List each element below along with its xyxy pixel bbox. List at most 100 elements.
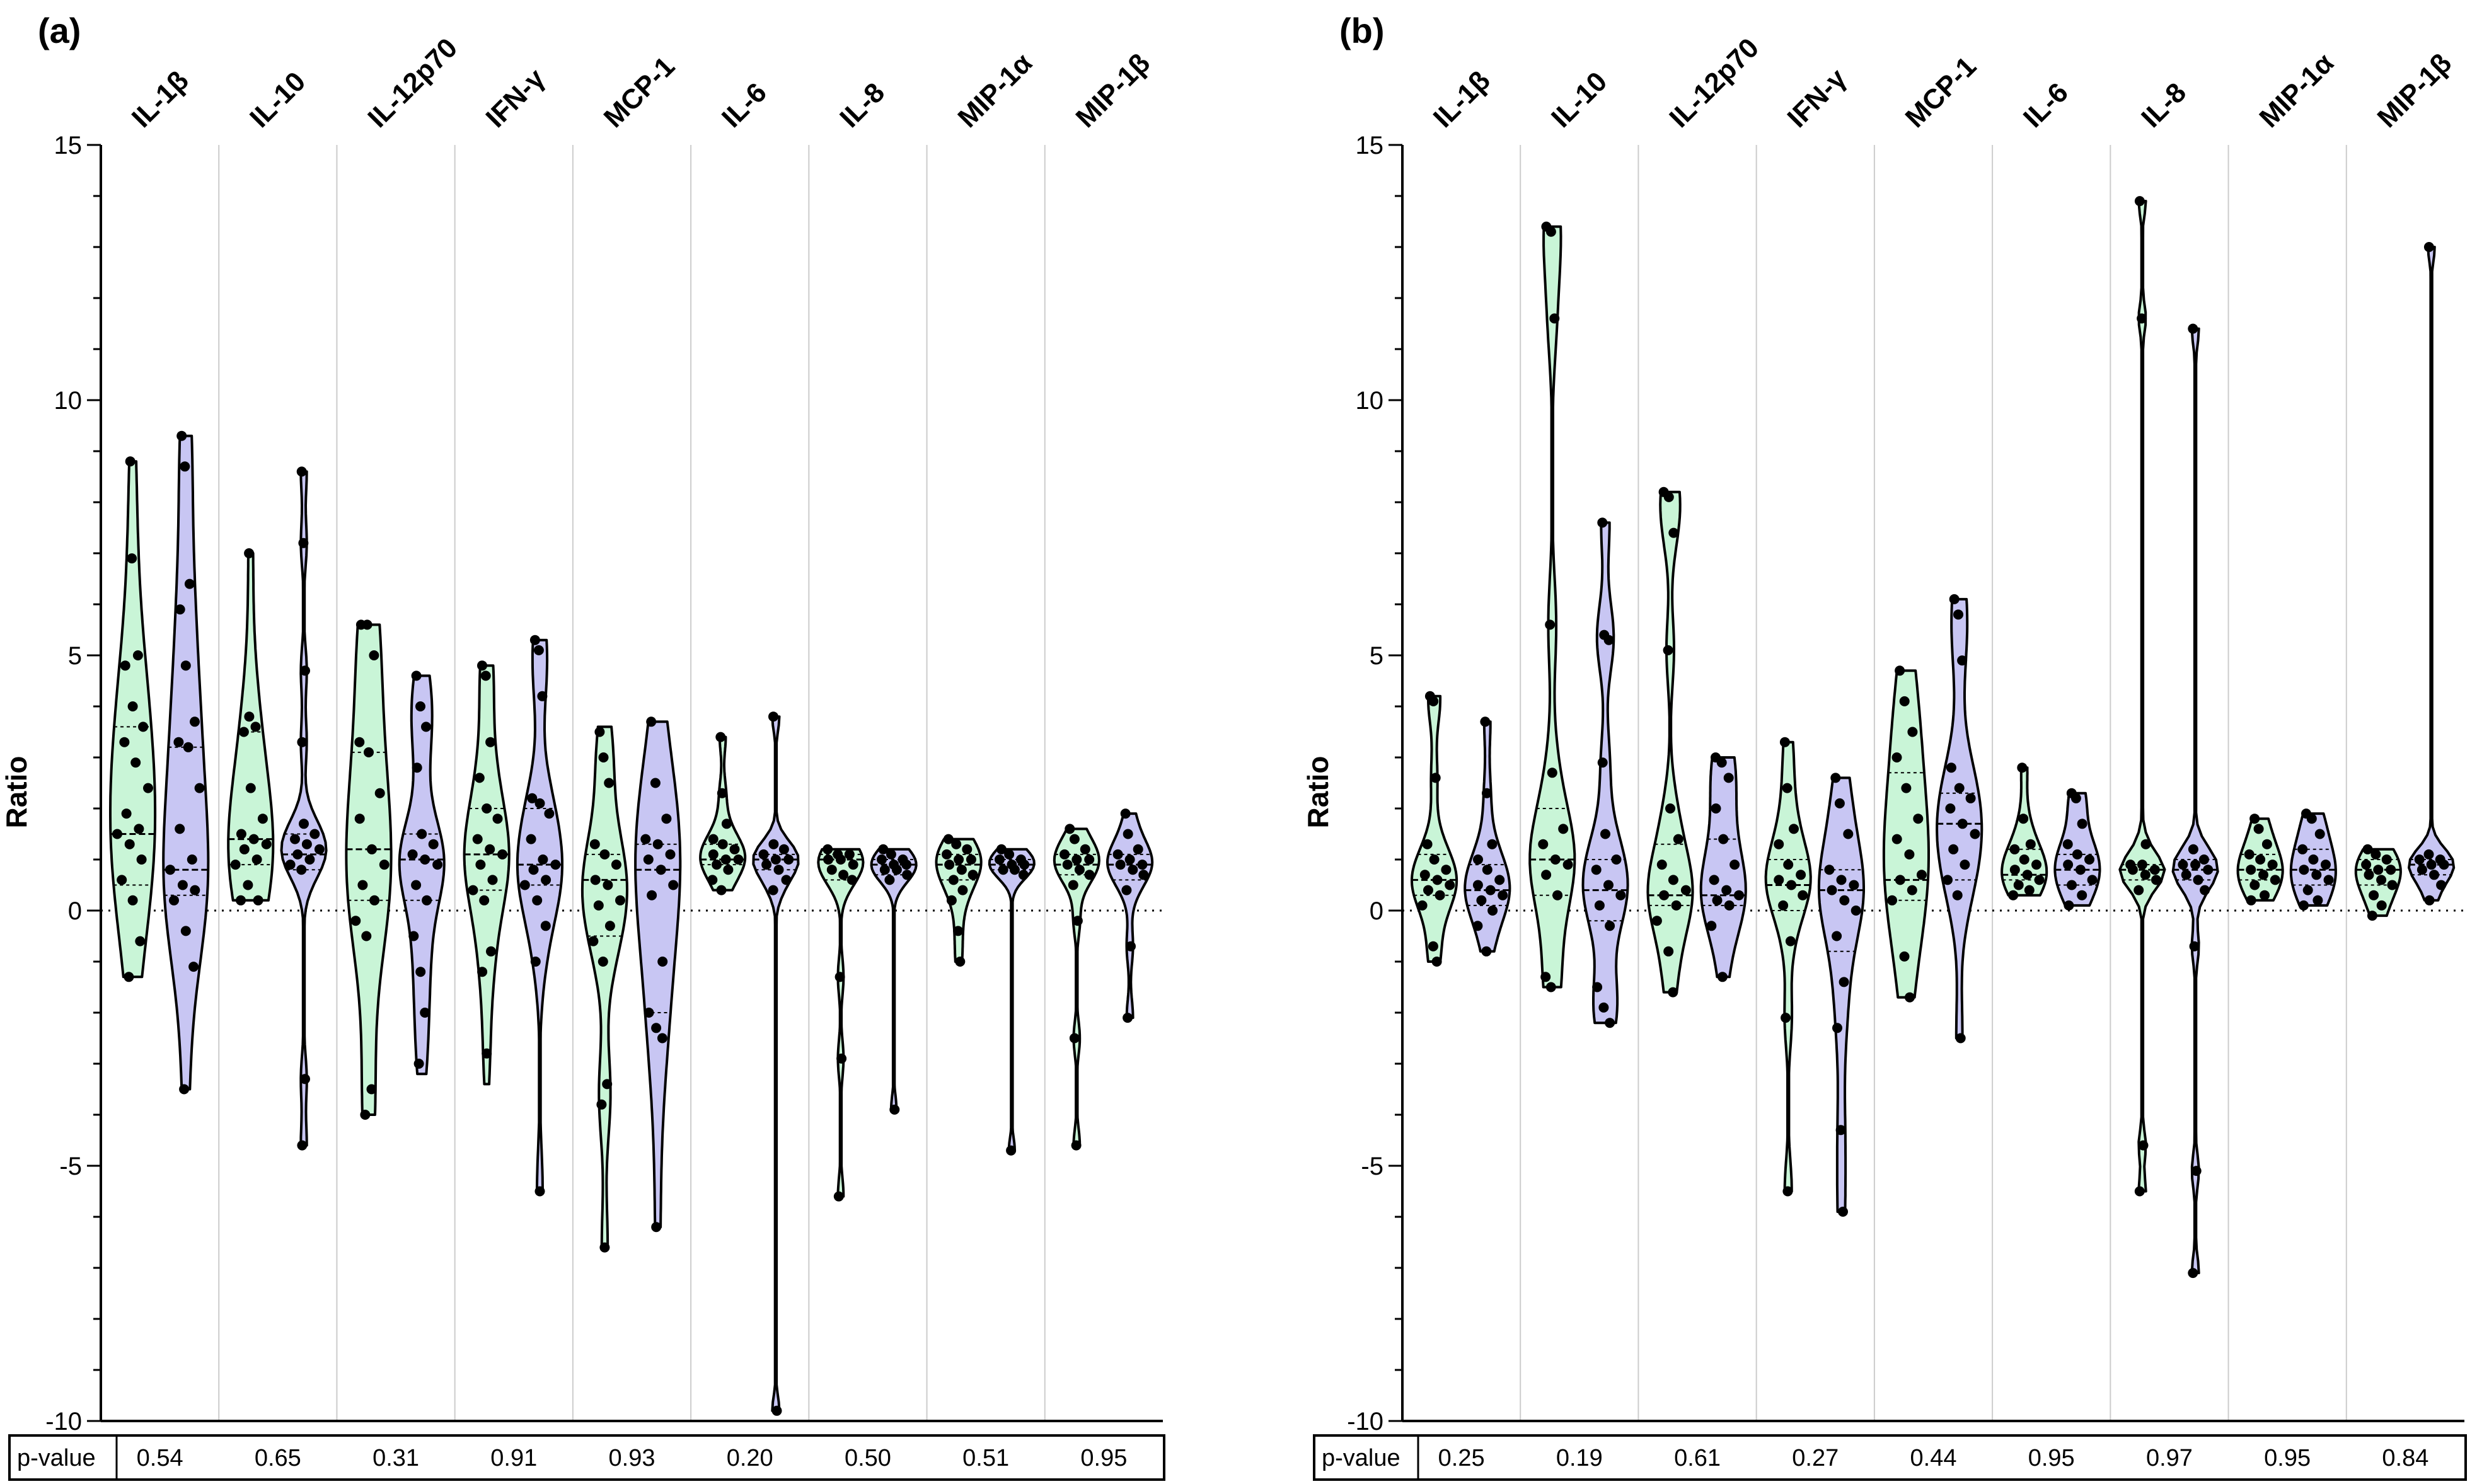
data-point	[296, 865, 307, 875]
data-point	[594, 727, 605, 737]
data-point	[846, 875, 857, 885]
y-tick-label: 10	[54, 387, 83, 415]
data-point	[948, 875, 959, 885]
p-value-table	[8, 1434, 1165, 1481]
data-point	[2249, 880, 2260, 890]
data-point	[1419, 870, 1430, 880]
cytokine-label: IFN-γ	[1781, 62, 1852, 134]
data-point	[537, 691, 548, 701]
data-point	[955, 957, 966, 967]
data-point	[497, 849, 508, 860]
data-point	[1472, 921, 1483, 931]
data-point	[2361, 860, 2372, 870]
violin-body	[463, 664, 511, 1086]
data-point	[733, 854, 744, 865]
data-point	[2034, 875, 2045, 885]
data-point	[1549, 313, 1560, 324]
p-value-cell: 0.93	[609, 1445, 655, 1471]
y-tick-label: -10	[45, 1408, 82, 1435]
data-point	[125, 456, 136, 467]
data-point	[248, 834, 259, 844]
data-point	[1734, 890, 1744, 900]
data-point	[951, 839, 962, 849]
data-point	[2134, 1186, 2145, 1197]
data-point	[1432, 875, 1443, 885]
data-point	[1545, 619, 1556, 630]
data-point	[2077, 890, 2087, 900]
cytokine-label: IL-1β	[1428, 65, 1496, 134]
data-point	[2017, 762, 2028, 773]
violin-body	[988, 848, 1036, 1152]
violin-body	[1581, 521, 1629, 1025]
data-point	[1128, 865, 1138, 875]
data-point	[285, 860, 296, 870]
data-point	[781, 875, 792, 885]
p-value-cell: 0.84	[2382, 1445, 2428, 1471]
data-point	[2191, 1166, 2202, 1176]
data-point	[2151, 875, 2161, 885]
data-point	[599, 1242, 610, 1253]
data-point	[138, 722, 149, 732]
data-point	[2367, 911, 2377, 921]
data-point	[1597, 757, 1608, 768]
data-point	[1778, 900, 1789, 911]
y-tick-label: -5	[1361, 1153, 1383, 1180]
data-point	[1663, 492, 1674, 502]
panel-label: (a)	[38, 11, 81, 50]
data-point	[2423, 242, 2434, 252]
data-point	[362, 619, 372, 630]
data-point	[366, 1084, 377, 1095]
data-point	[1550, 854, 1561, 865]
data-point	[1482, 788, 1492, 798]
data-point	[2075, 865, 2086, 875]
data-point	[644, 1008, 654, 1018]
data-point	[297, 1140, 308, 1151]
data-point	[1832, 1023, 1842, 1033]
data-point	[1481, 946, 1492, 957]
data-point	[190, 885, 200, 895]
data-point	[712, 860, 722, 870]
violin-body	[1936, 597, 1983, 1040]
data-point	[1080, 844, 1090, 854]
data-point	[773, 865, 784, 875]
data-point	[2255, 854, 2266, 865]
data-point	[1849, 880, 1859, 890]
data-point	[2302, 885, 2313, 895]
data-point	[176, 430, 187, 441]
data-point	[954, 854, 964, 865]
data-point	[604, 778, 615, 788]
data-point	[354, 814, 365, 824]
data-point	[1663, 645, 1673, 655]
data-point	[1785, 936, 1796, 946]
data-point	[2198, 854, 2209, 865]
data-point	[134, 824, 144, 834]
data-point	[2133, 885, 2144, 895]
data-point	[2024, 885, 2035, 895]
data-point	[1907, 885, 1917, 895]
data-point	[2077, 819, 2087, 829]
data-point	[415, 967, 426, 977]
data-point	[2019, 854, 2030, 865]
data-point	[1598, 1002, 1609, 1013]
data-point	[707, 875, 718, 885]
data-point	[2423, 849, 2434, 860]
data-point	[411, 670, 422, 681]
data-point	[479, 895, 490, 906]
data-point	[541, 875, 551, 885]
data-point	[1069, 1033, 1080, 1044]
violin-body	[1882, 669, 1930, 999]
data-point	[2376, 900, 2387, 911]
data-point	[604, 921, 615, 931]
y-tick-label: 10	[1356, 387, 1384, 415]
data-point	[611, 860, 621, 870]
cytokine-label: IL-8	[834, 77, 891, 134]
data-point	[2376, 875, 2387, 885]
data-point	[244, 548, 255, 558]
data-point	[2189, 941, 2200, 952]
data-point	[117, 875, 127, 885]
data-point	[477, 967, 488, 977]
data-point	[472, 834, 483, 844]
data-point	[1133, 844, 1143, 854]
data-point	[2188, 323, 2198, 334]
data-point	[891, 865, 902, 875]
